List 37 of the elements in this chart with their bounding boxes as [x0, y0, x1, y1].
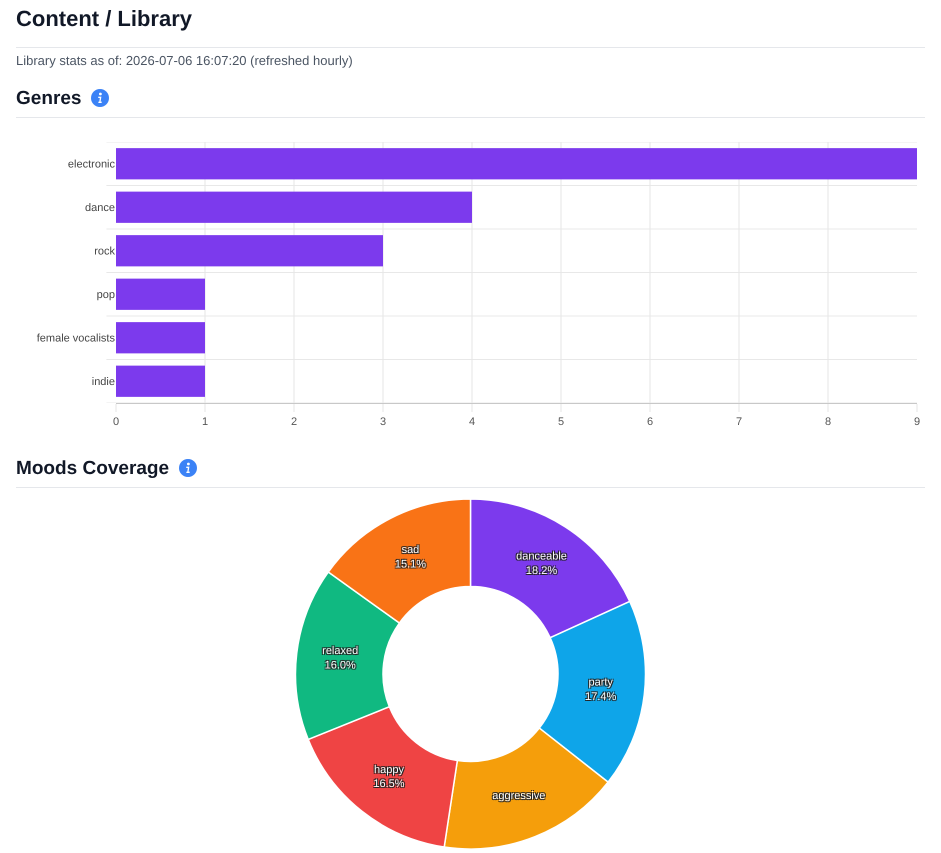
y-tick-label: indie — [92, 376, 115, 388]
x-tick-label: 0 — [112, 416, 120, 428]
text: Moods Coverage — [16, 458, 170, 479]
slice-label: sad — [402, 544, 420, 556]
x-tick-label: 2 — [290, 416, 298, 428]
data-label: 18.2% — [526, 564, 558, 577]
bar — [116, 366, 205, 397]
x-tick-label: 3 — [380, 416, 386, 428]
data-label: 16.5% — [373, 778, 405, 790]
bar — [116, 322, 205, 354]
x-tick-label: 6 — [646, 416, 654, 428]
y-tick-label: electronic — [68, 158, 116, 171]
y-tick-label: dance — [85, 202, 115, 214]
bar — [116, 235, 383, 266]
data-label: 15.1% — [394, 558, 426, 570]
data-label: 16.0% — [324, 660, 356, 672]
y-tick-label: female vocalists — [36, 332, 116, 345]
x-tick-label: 1 — [202, 416, 208, 428]
slice-label: aggressive — [492, 790, 546, 802]
bar — [116, 278, 205, 310]
bar — [116, 148, 917, 180]
text: Content / Library — [16, 0, 925, 48]
slice-label: party — [588, 676, 614, 688]
slice-label: danceable — [516, 550, 567, 562]
data-label: 17.4% — [585, 690, 617, 703]
x-tick-label: 8 — [824, 416, 832, 428]
x-tick-label: 7 — [736, 416, 742, 428]
y-tick-label: pop — [96, 289, 115, 302]
y-tick-label: rock — [94, 246, 116, 258]
x-tick-label: 5 — [558, 416, 564, 428]
slice-label: relaxed — [322, 645, 358, 658]
chart-title: Genres — [16, 88, 82, 109]
x-tick-label: 9 — [914, 416, 920, 428]
bar — [116, 192, 472, 223]
text: Library stats as of: 2026-07-06 16:07:20 (refreshed hourly) — [16, 53, 354, 69]
x-tick-label: 4 — [468, 416, 476, 428]
slice-label: happy — [374, 764, 404, 776]
